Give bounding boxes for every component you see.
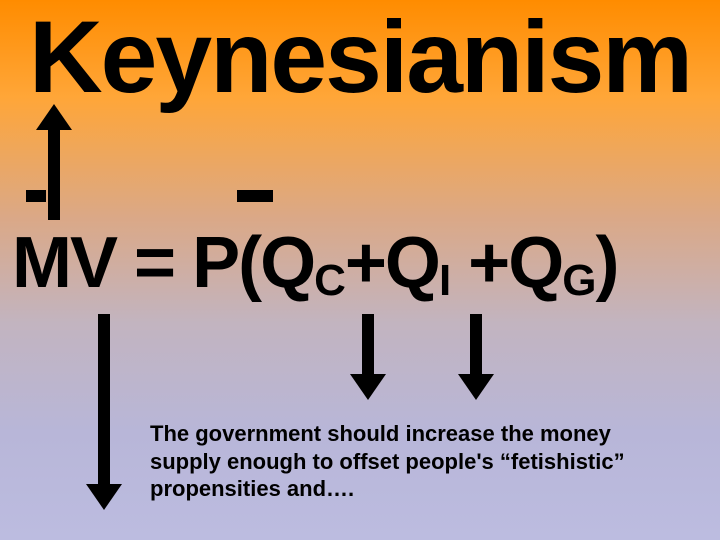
equation: MV = P(QC+QI +QG)	[12, 222, 708, 304]
eq-q1-sub: C	[314, 256, 345, 305]
eq-plus1: +	[345, 223, 385, 303]
eq-lhs: MV	[12, 223, 116, 303]
body-text: The government should increase the money…	[150, 420, 680, 503]
eq-equals: =	[116, 223, 192, 303]
eq-q1: Q	[260, 223, 314, 303]
eq-close: )	[595, 223, 617, 303]
eq-p: P	[192, 223, 238, 303]
slide-title: Keynesianism	[0, 0, 720, 108]
eq-q2: Q	[385, 223, 439, 303]
eq-q3: Q	[508, 223, 562, 303]
eq-q2-sub: I	[439, 256, 450, 305]
overbar-p	[237, 190, 273, 202]
eq-q3-sub: G	[562, 256, 595, 305]
eq-plus2: +	[450, 223, 508, 303]
eq-open: (	[238, 223, 260, 303]
overbar-m	[26, 190, 46, 202]
